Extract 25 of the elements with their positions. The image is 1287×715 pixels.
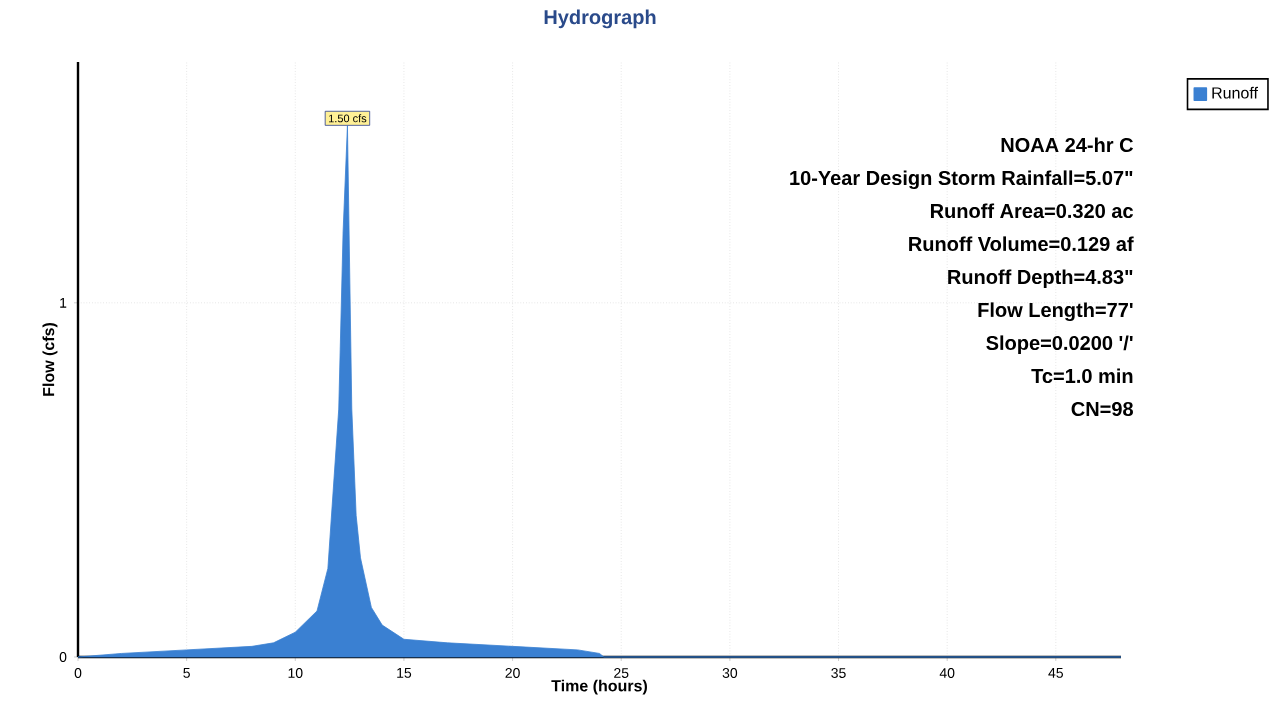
chart-title: Hydrograph	[544, 9, 656, 29]
x-tick-label: 40	[939, 668, 955, 678]
y-axis-title: Flow (cfs)	[42, 322, 58, 396]
x-tick-label: 25	[614, 668, 629, 678]
x-tick-label: 5	[183, 668, 190, 678]
x-tick-label: 10	[288, 668, 303, 678]
x-tick-label: 15	[397, 668, 412, 678]
annotation: Flow Length=77'	[978, 302, 1133, 322]
x-tick-label: 0	[74, 668, 82, 678]
x-tick-label: 45	[1048, 668, 1063, 678]
annotation: 10-Year Design Storm Rainfall=5.07"	[790, 170, 1133, 190]
annotation: Runoff Area=0.320 ac	[930, 203, 1133, 219]
annotation: Tc=1.0 min	[1031, 368, 1133, 384]
x-tick-label: 30	[722, 668, 738, 678]
x-tick-label: 20	[505, 668, 520, 678]
x-axis-title: Time (hours)	[551, 679, 647, 695]
annotation: 1.50 cfs	[329, 114, 367, 123]
annotation: Runoff Volume=0.129 af	[909, 236, 1134, 252]
annotation: CN=98	[1071, 401, 1133, 417]
annotation: Runoff Depth=4.83"	[948, 269, 1133, 289]
y-tick-label: 1	[60, 298, 67, 308]
annotation: NOAA 24-hr C	[1001, 137, 1134, 153]
annotation: Slope=0.0200 '/'	[986, 335, 1133, 355]
x-tick-label: 35	[831, 668, 846, 678]
legend-label: Runoff	[1212, 86, 1258, 99]
